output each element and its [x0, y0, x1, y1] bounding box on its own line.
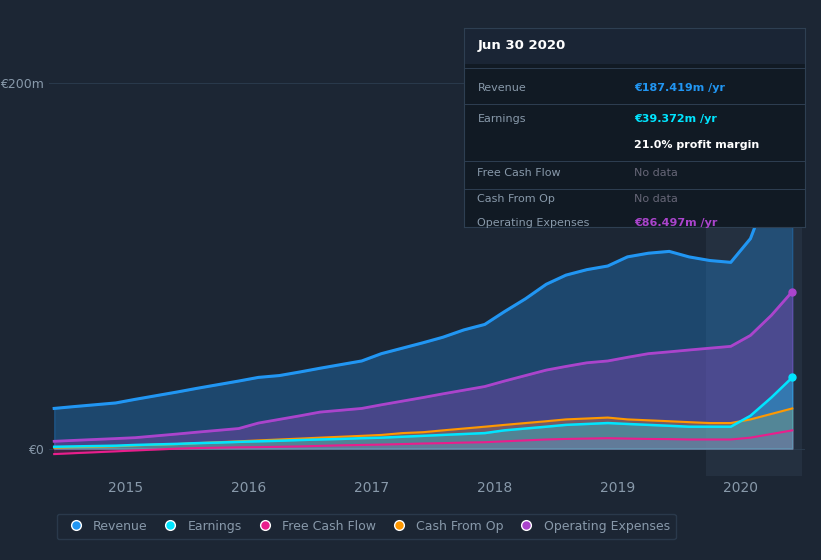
Text: Jun 30 2020: Jun 30 2020: [478, 39, 566, 53]
Text: €39.372m /yr: €39.372m /yr: [635, 114, 717, 124]
Text: Operating Expenses: Operating Expenses: [478, 218, 589, 228]
Text: €86.497m /yr: €86.497m /yr: [635, 218, 718, 228]
Text: 21.0% profit margin: 21.0% profit margin: [635, 141, 759, 150]
Bar: [464, 28, 805, 64]
Text: Revenue: Revenue: [478, 83, 526, 92]
Legend: Revenue, Earnings, Free Cash Flow, Cash From Op, Operating Expenses: Revenue, Earnings, Free Cash Flow, Cash …: [57, 514, 676, 539]
Text: Cash From Op: Cash From Op: [478, 194, 555, 204]
Text: Earnings: Earnings: [478, 114, 526, 124]
Text: €187.419m /yr: €187.419m /yr: [635, 83, 725, 92]
Bar: [706, 56, 802, 476]
Text: No data: No data: [635, 194, 678, 204]
Text: Free Cash Flow: Free Cash Flow: [478, 168, 561, 178]
Text: No data: No data: [635, 168, 678, 178]
